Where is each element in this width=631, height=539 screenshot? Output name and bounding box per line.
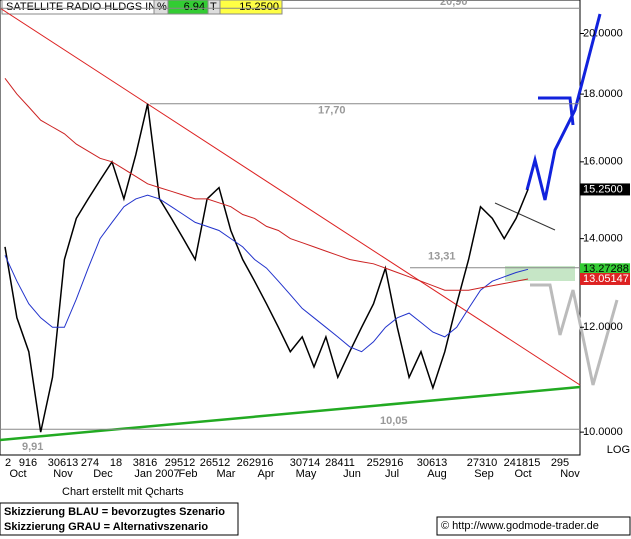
x-day-label: 3816 [133, 457, 157, 469]
header-box [219, 0, 283, 15]
series-line [4, 77, 529, 291]
x-day-label: 295 [551, 457, 569, 469]
last-box [580, 272, 630, 285]
y-tick-label: 12.0000 [583, 321, 623, 333]
x-month-label: Nov [53, 468, 73, 480]
x-day-label: 29512 [165, 457, 196, 469]
last-box [580, 183, 630, 196]
main-scenario [525, 13, 602, 201]
x-month-label: Jul [385, 468, 399, 480]
trend-line [0, 7, 581, 386]
zone [505, 266, 575, 281]
alt-scenario [530, 283, 619, 386]
y-tick-label: 18.0000 [583, 88, 623, 100]
x-day-label: 28411 [325, 457, 355, 469]
x-month-label: Oct [514, 468, 531, 480]
x-month-label: Oct [9, 468, 26, 480]
x-month-label: Dec [93, 468, 113, 480]
x-month-label: Apr [257, 468, 274, 480]
x-day-label: 916 [19, 457, 37, 469]
x-month-label: Nov [560, 468, 580, 480]
last-value: 13.05147 [583, 273, 629, 285]
last: 15.2500 [239, 1, 279, 13]
source: © http://www.godmode-trader.de [441, 520, 599, 532]
level-label: 13,31 [428, 251, 456, 263]
change-label: % [157, 1, 167, 13]
symbol: SATELLITE RADIO HLDGS INC [6, 1, 164, 13]
legend-blue: Skizzierung BLAU = bevorzugtes Szenario [4, 506, 225, 518]
support-line [0, 385, 581, 442]
x-day-label: 241815 [504, 457, 541, 469]
level-label: 9,91 [22, 441, 43, 453]
x-month-label: Mar [217, 468, 236, 480]
x-month-label: Jun [343, 468, 361, 480]
x-month-label: May [296, 468, 317, 480]
level-label: 10,05 [380, 415, 408, 427]
y-tick-label: 20.0000 [583, 27, 623, 39]
main-scenario [538, 96, 575, 126]
level-label: 17,70 [318, 105, 346, 117]
series-line [4, 194, 529, 353]
x-month-label: Jan 2007 [134, 468, 179, 480]
x-day-label: 27310 [467, 457, 498, 469]
x-day-label: 30613 [417, 457, 448, 469]
x-day-label: 30613 [48, 457, 79, 469]
x-day-label: 274 [81, 457, 99, 469]
last-value: 15.2500 [583, 183, 623, 195]
x-month-label: Feb [179, 468, 198, 480]
y-tick-label: 14.0000 [583, 233, 623, 245]
change: 6.94 [184, 1, 205, 13]
series-line [4, 103, 529, 433]
credit: Chart erstellt mit Qcharts [62, 486, 184, 498]
y-tick-label: 10.0000 [583, 426, 623, 438]
last-value: 13.27288 [583, 263, 629, 275]
x-day-label: 26512 [200, 457, 231, 469]
y-tick-label: 16.0000 [583, 156, 623, 168]
trend-line [494, 202, 556, 231]
x-day-label: 30714 [290, 457, 321, 469]
x-day-label: 18 [110, 457, 122, 469]
last-label: T [210, 1, 217, 13]
x-day-label: 262916 [237, 457, 274, 469]
x-month-label: Sep [474, 468, 494, 480]
x-month-label: Aug [427, 468, 447, 480]
source-box [436, 516, 631, 536]
legend-box [0, 502, 239, 536]
legend-grey: Skizzierung GRAU = Alternativszenario [4, 521, 208, 533]
x-day-label: 252916 [367, 457, 404, 469]
plot-frame [0, 0, 581, 456]
x-day-label: 2 [5, 457, 11, 469]
level-label: 20,90 [440, 0, 468, 8]
axis-mode: LOG [607, 444, 630, 456]
last-box [580, 263, 630, 276]
